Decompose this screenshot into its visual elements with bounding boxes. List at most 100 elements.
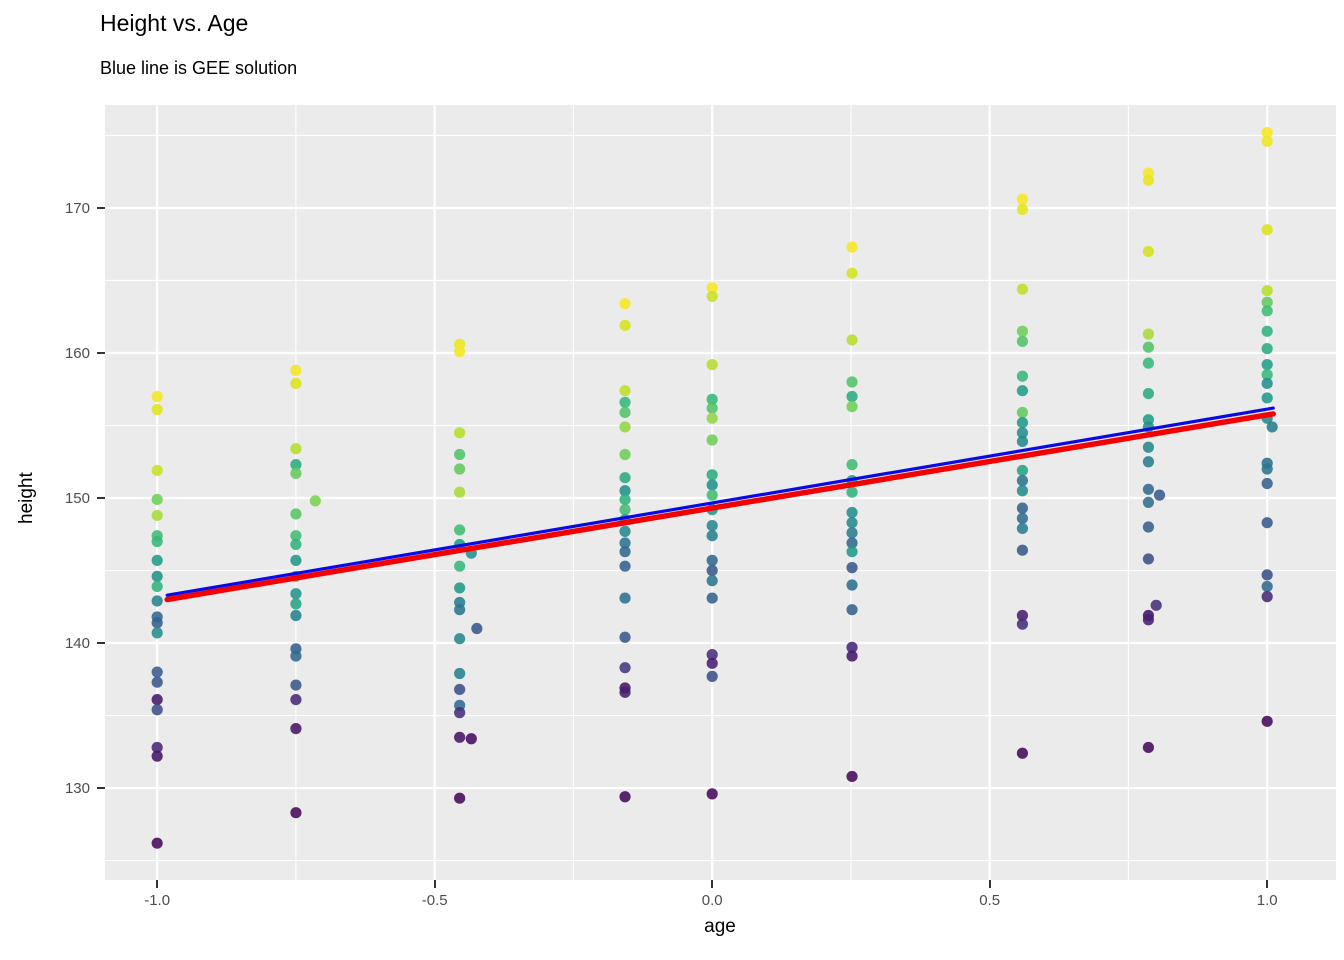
data-point — [1261, 285, 1273, 297]
x-tick-label: 0.0 — [701, 892, 723, 909]
data-point — [1142, 245, 1155, 258]
data-point — [619, 537, 631, 549]
data-point — [151, 554, 163, 566]
data-point — [151, 570, 163, 582]
data-point — [1261, 591, 1273, 603]
data-point — [290, 530, 302, 542]
data-point — [290, 679, 302, 691]
data-point — [846, 486, 858, 498]
data-point — [290, 459, 302, 471]
data-point — [706, 358, 718, 371]
data-point — [471, 622, 483, 635]
data-point — [1142, 174, 1155, 187]
data-point — [846, 241, 858, 253]
data-point — [846, 376, 858, 388]
data-point — [1142, 456, 1155, 468]
y-tick-label: 140 — [64, 635, 90, 653]
data-point — [619, 525, 631, 537]
data-point — [846, 650, 858, 662]
data-point — [846, 770, 858, 783]
data-point — [706, 479, 718, 491]
x-tick-label: -1.0 — [144, 892, 171, 909]
data-point — [1016, 435, 1029, 448]
x-tick-mark — [711, 880, 714, 888]
data-point — [1016, 544, 1029, 556]
data-point — [290, 554, 302, 566]
data-point — [846, 459, 858, 471]
data-point — [706, 290, 718, 303]
data-point — [1261, 296, 1273, 308]
data-point — [1016, 406, 1029, 419]
data-point — [1016, 522, 1029, 535]
data-point — [1142, 521, 1155, 533]
data-point — [846, 267, 858, 279]
data-point — [1261, 377, 1273, 390]
data-point — [1016, 385, 1029, 397]
data-point — [290, 807, 302, 819]
red-fit-line — [164, 411, 1276, 603]
data-point — [151, 676, 163, 688]
data-point — [151, 390, 163, 403]
data-point — [454, 604, 466, 616]
data-point — [619, 662, 631, 674]
data-point — [151, 693, 163, 706]
data-point — [1261, 517, 1273, 529]
data-point — [454, 427, 466, 439]
data-point — [1142, 341, 1155, 353]
data-point — [1016, 475, 1029, 487]
data-point — [151, 403, 163, 416]
data-point — [846, 517, 858, 529]
data-point — [1261, 135, 1273, 147]
data-point — [454, 448, 466, 461]
data-point — [1016, 747, 1029, 759]
data-point — [846, 537, 858, 549]
data-point — [1261, 477, 1273, 490]
y-tick-mark — [97, 497, 105, 499]
data-point — [619, 504, 631, 516]
data-point — [846, 546, 858, 558]
data-point — [1261, 580, 1273, 593]
data-point — [290, 508, 302, 520]
y-tick-mark — [97, 206, 105, 209]
data-point — [706, 657, 718, 669]
data-point — [1261, 343, 1273, 355]
data-point — [846, 641, 858, 653]
y-tick-label: 130 — [64, 780, 90, 798]
x-tick-label: 0.5 — [979, 892, 1001, 909]
data-point — [151, 666, 163, 678]
data-point — [706, 670, 718, 682]
data-point — [706, 530, 718, 542]
data-point — [846, 334, 858, 346]
data-point — [846, 401, 858, 413]
plot-panel — [105, 105, 1336, 880]
data-point — [454, 524, 466, 536]
data-point — [1261, 369, 1273, 381]
y-tick-label: 150 — [64, 490, 90, 507]
data-point — [706, 489, 718, 501]
plot-title: Height vs. Age — [100, 10, 249, 36]
data-point — [619, 472, 631, 484]
data-point — [619, 319, 631, 332]
data-point — [290, 722, 302, 735]
plot-subtitle: Blue line is GEE solution — [100, 58, 298, 78]
data-point — [1261, 715, 1273, 727]
data-point — [1266, 421, 1278, 433]
data-point — [1150, 599, 1162, 611]
data-point — [465, 733, 477, 745]
scatter-chart — [105, 105, 1336, 880]
gee-blue-line — [165, 406, 1275, 597]
data-point — [454, 683, 466, 696]
data-point — [1016, 325, 1029, 337]
data-point — [706, 519, 718, 532]
data-point — [846, 562, 858, 574]
data-point — [1016, 485, 1029, 497]
y-tick-label: 160 — [64, 344, 90, 362]
data-point — [1142, 496, 1155, 508]
data-point — [1016, 335, 1029, 347]
data-point — [619, 406, 631, 419]
data-point — [1142, 553, 1155, 565]
data-point — [1016, 283, 1029, 295]
data-point — [1142, 387, 1155, 400]
data-point — [290, 364, 302, 376]
